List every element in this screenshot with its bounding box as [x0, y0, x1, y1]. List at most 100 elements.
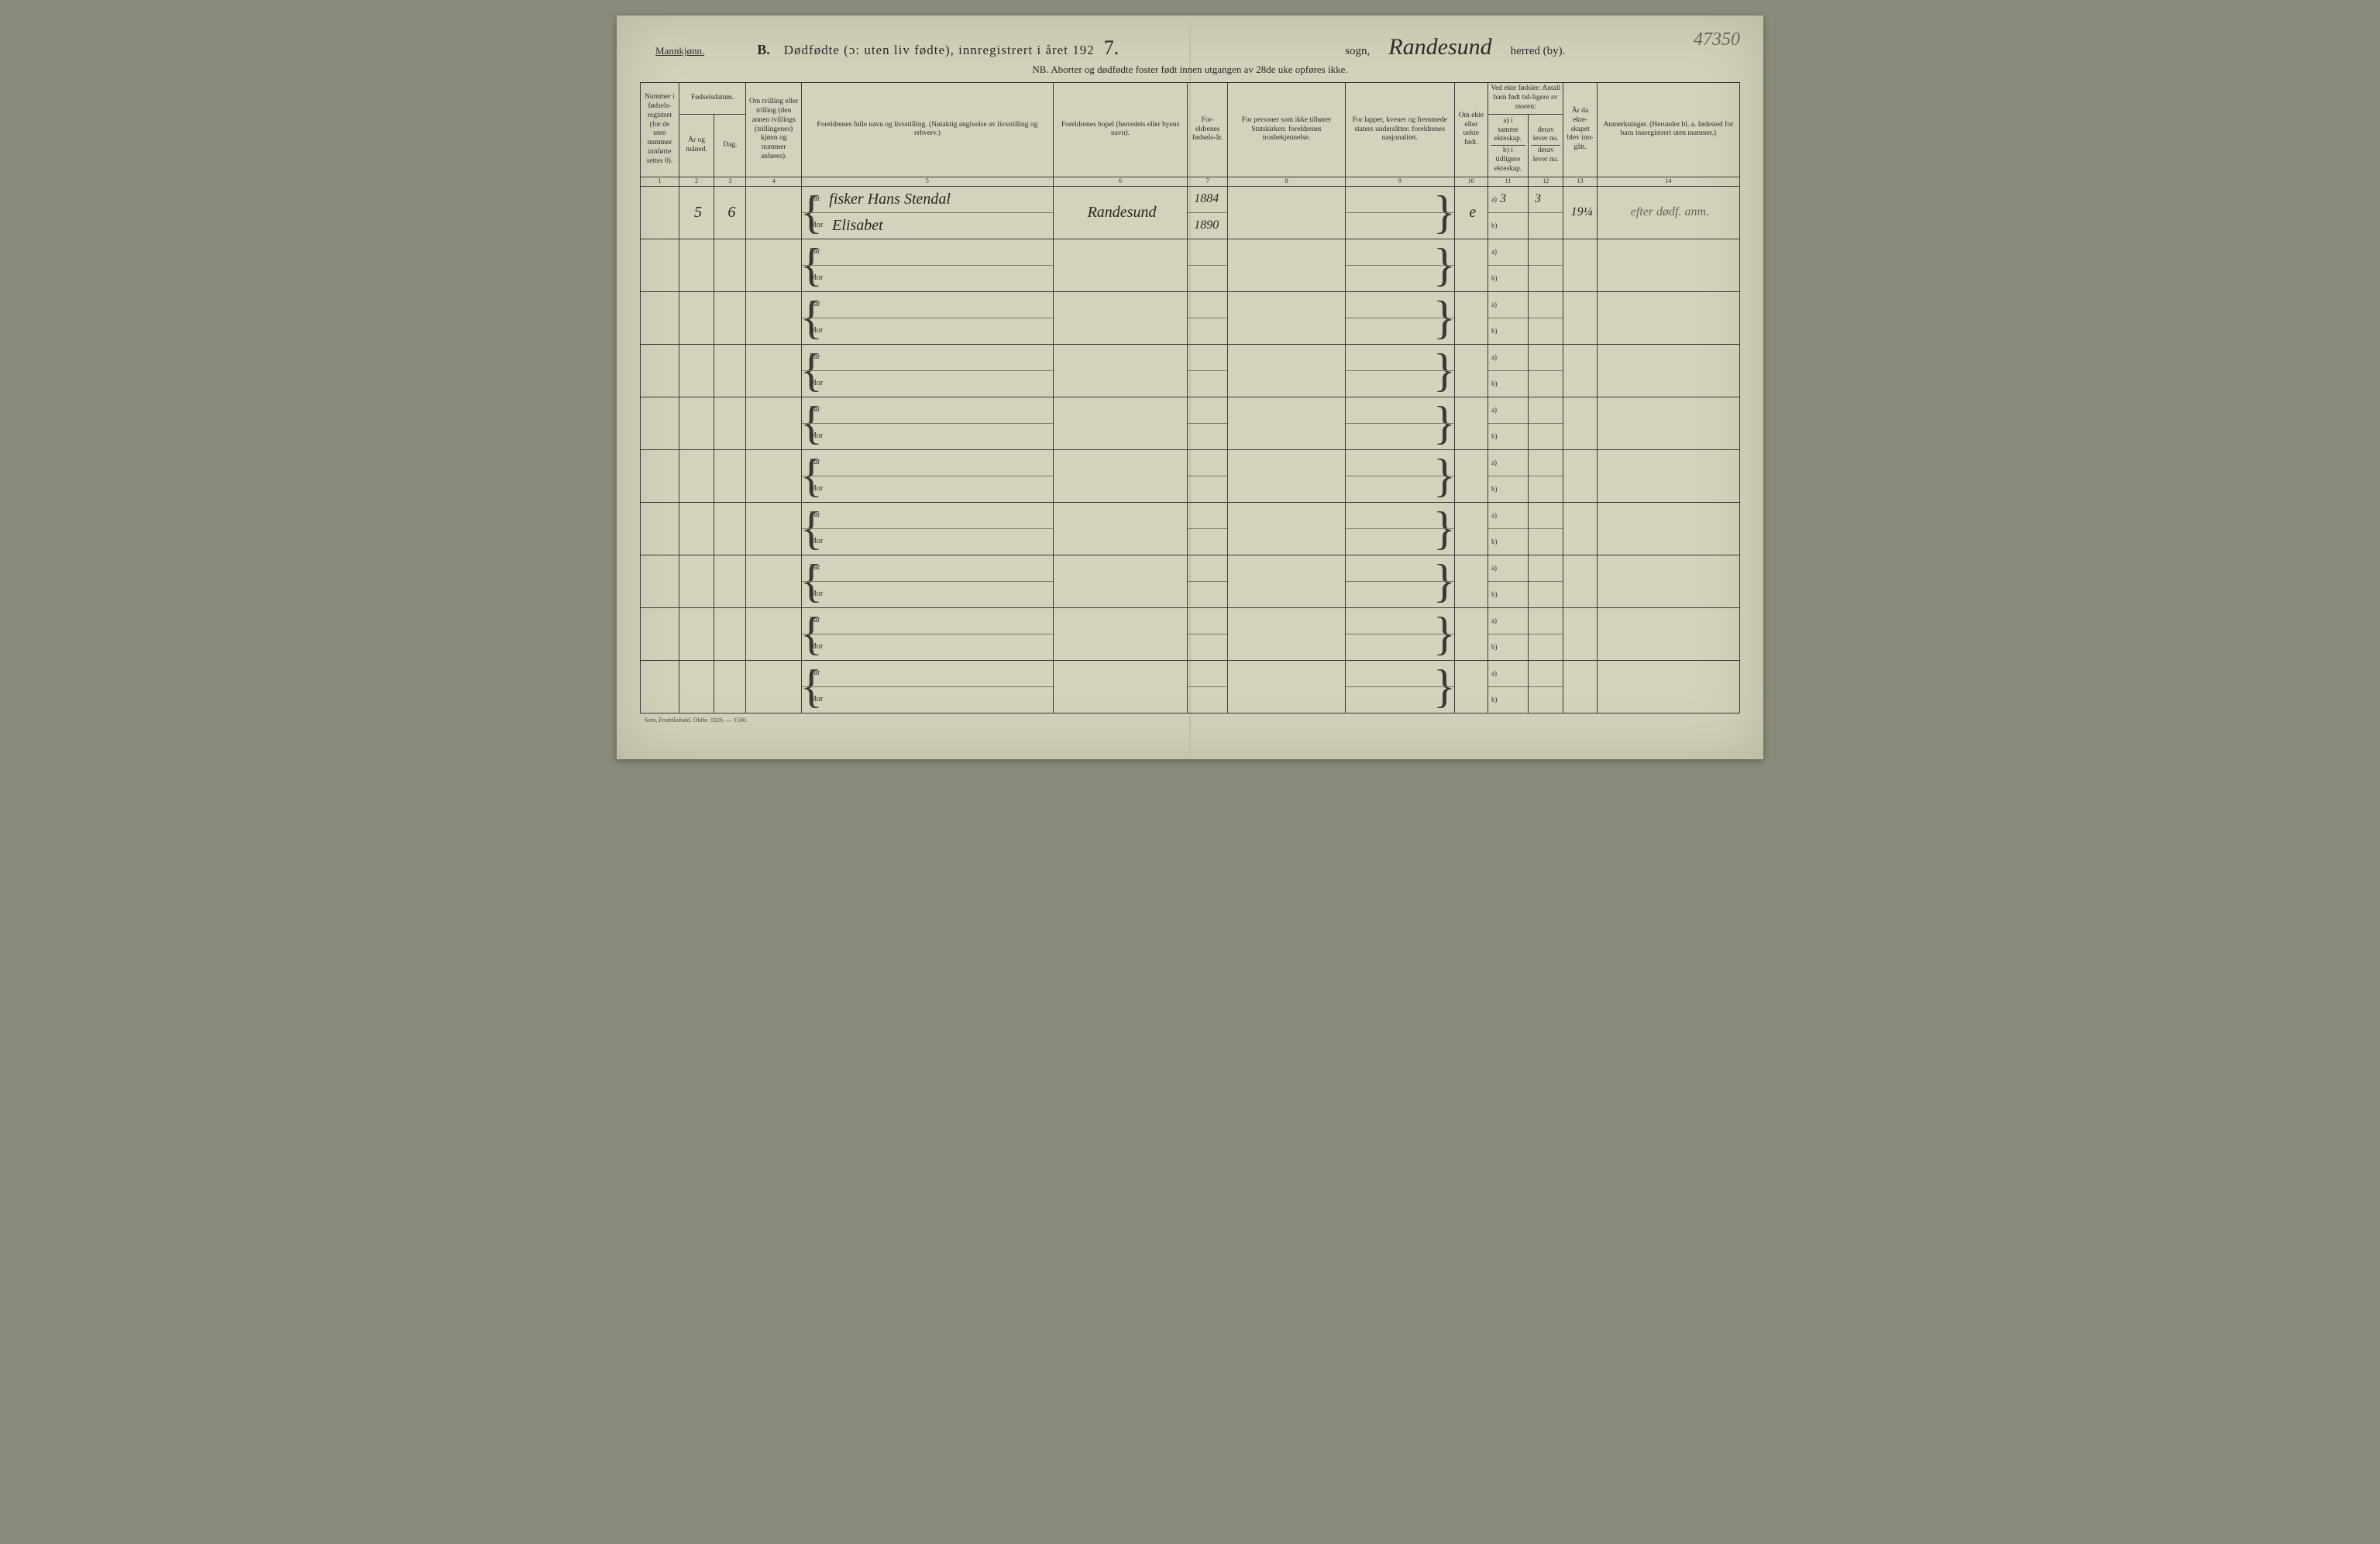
cell-nasj: }: [1345, 239, 1454, 291]
cell-dag: [714, 660, 746, 713]
cell-aar: [679, 291, 714, 344]
cell-foreldre-aar: [1188, 291, 1228, 344]
year-handwritten: 7.: [1101, 36, 1123, 60]
cell-derav: [1528, 291, 1563, 344]
table-body: 5 6 { Farfisker Hans Stendal MorElisabet…: [641, 186, 1740, 713]
cell-ekteskap-aar: 19¼: [1563, 186, 1597, 239]
cell-foreldre: { Far Mor: [801, 344, 1053, 397]
table-row: { Far Mor } a) b): [641, 502, 1740, 555]
cell-bopel: [1053, 555, 1187, 607]
table-header: Nummer i fødsels-registret (for de uten …: [641, 83, 1740, 187]
col-foreldre-navn: Foreldrenes fulle navn og livsstilling. …: [801, 83, 1053, 177]
col-fodselsdatum: Fødselsdatum.: [679, 83, 746, 115]
cell-ekteskap-aar: [1563, 397, 1597, 449]
register-table: Nummer i fødsels-registret (for de uten …: [640, 82, 1740, 714]
cell-ab: a) b): [1488, 291, 1528, 344]
cell-tros: [1228, 291, 1346, 344]
cell-foreldre-aar: [1188, 449, 1228, 502]
cell-num: [641, 344, 679, 397]
cell-ab: a) b): [1488, 502, 1528, 555]
cell-foreldre: { Far Mor: [801, 239, 1053, 291]
cell-nasj: }: [1345, 291, 1454, 344]
cell-tros: [1228, 607, 1346, 660]
cell-bopel: [1053, 660, 1187, 713]
colnum: 9: [1345, 177, 1454, 186]
cell-foreldre: { Far Mor: [801, 502, 1053, 555]
cell-tvilling: [746, 239, 801, 291]
table-row: { Far Mor } a) b): [641, 607, 1740, 660]
sogn-label: sogn,: [1345, 45, 1370, 58]
cell-ekte: [1454, 344, 1488, 397]
colnum: 3: [714, 177, 746, 186]
cell-anm: [1597, 449, 1739, 502]
cell-num: [641, 449, 679, 502]
col-derav-b: derav lever nu.: [1531, 145, 1560, 166]
cell-ab: a) b): [1488, 449, 1528, 502]
cell-nasj: }: [1345, 502, 1454, 555]
table-row: { Far Mor } a) b): [641, 397, 1740, 449]
cell-num: [641, 502, 679, 555]
cell-ekteskap-aar: [1563, 502, 1597, 555]
cell-dag: 6: [714, 186, 746, 239]
cell-ekte: [1454, 291, 1488, 344]
cell-dag: [714, 555, 746, 607]
cell-nasj: }: [1345, 555, 1454, 607]
cell-nasj: }: [1345, 660, 1454, 713]
cell-tros: [1228, 344, 1346, 397]
cell-derav: [1528, 607, 1563, 660]
cell-ekteskap-aar: [1563, 607, 1597, 660]
cell-foreldre-aar: [1188, 555, 1228, 607]
cell-ekte: [1454, 660, 1488, 713]
cell-bopel: [1053, 449, 1187, 502]
cell-nasj: }: [1345, 186, 1454, 239]
colnum: 4: [746, 177, 801, 186]
col-derav-a: derav lever nu.: [1531, 126, 1560, 146]
cell-ab: a) b): [1488, 397, 1528, 449]
colnum: 8: [1228, 177, 1346, 186]
col-anmerkninger: Anmerkninger. (Herunder bl. a. fødested …: [1597, 83, 1739, 177]
cell-foreldre: { Far Mor: [801, 291, 1053, 344]
cell-tros: [1228, 186, 1346, 239]
cell-aar: 5: [679, 186, 714, 239]
col-ektefodsler: Ved ekte fødsler: Antall barn født tid-l…: [1488, 83, 1563, 115]
corner-number: 47350: [1694, 29, 1740, 50]
document-page: 47350 Mannkjønn. B. Dødfødte (ɔ: uten li…: [617, 15, 1763, 759]
cell-tros: [1228, 449, 1346, 502]
cell-foreldre: { Far Mor: [801, 397, 1053, 449]
cell-bopel: [1053, 607, 1187, 660]
cell-ekteskap-aar: [1563, 291, 1597, 344]
cell-aar: [679, 607, 714, 660]
cell-tvilling: [746, 344, 801, 397]
cell-anm: [1597, 239, 1739, 291]
col-foreldre-aar: For-eldrenes fødsels-år.: [1188, 83, 1228, 177]
col-a-samme: a) i samme ekteskap. b) i tidligere ekte…: [1488, 114, 1528, 177]
colnum: 12: [1528, 177, 1563, 186]
cell-ekte: [1454, 607, 1488, 660]
cell-ekte: [1454, 449, 1488, 502]
cell-anm: [1597, 660, 1739, 713]
cell-foreldre: { Farfisker Hans Stendal MorElisabet: [801, 186, 1053, 239]
cell-ab: a) b): [1488, 660, 1528, 713]
col-derav: derav lever nu. derav lever nu.: [1528, 114, 1563, 177]
cell-aar: [679, 555, 714, 607]
cell-tvilling: [746, 555, 801, 607]
cell-dag: [714, 291, 746, 344]
cell-ekte: [1454, 555, 1488, 607]
cell-tros: [1228, 239, 1346, 291]
cell-tros: [1228, 555, 1346, 607]
colnum: 6: [1053, 177, 1187, 186]
colnum: 14: [1597, 177, 1739, 186]
cell-tvilling: [746, 186, 801, 239]
colnum: 2: [679, 177, 714, 186]
cell-foreldre-aar: [1188, 344, 1228, 397]
colnum: 1: [641, 177, 679, 186]
cell-ekte: [1454, 239, 1488, 291]
cell-tvilling: [746, 291, 801, 344]
col-ekteskap-aar: År da ekte-skapet blev inn-gått.: [1563, 83, 1597, 177]
cell-derav: [1528, 502, 1563, 555]
table-row: { Far Mor } a) b): [641, 239, 1740, 291]
section-letter: B.: [757, 42, 770, 58]
col-b-label: b) i tidligere ekteskap.: [1491, 145, 1525, 175]
cell-bopel: [1053, 344, 1187, 397]
cell-aar: [679, 660, 714, 713]
